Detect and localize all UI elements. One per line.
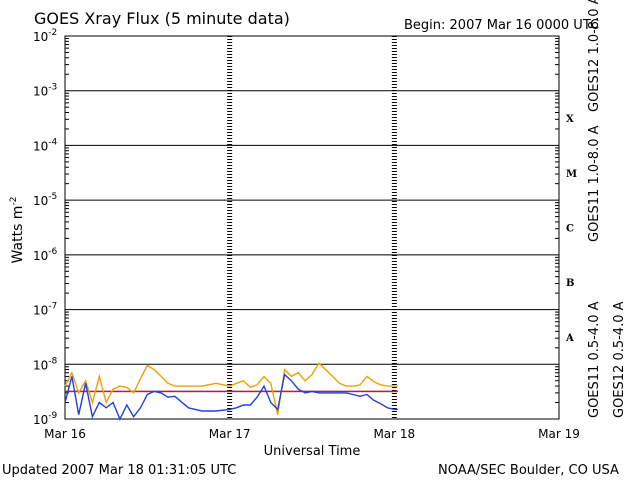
flare-class-a: A — [565, 333, 574, 344]
flare-class-labels: X M C B A — [565, 114, 577, 344]
legend-goes11-long: GOES11 1.0-8.0 A — [587, 125, 602, 242]
x-tick-label: Mar 17 — [209, 427, 251, 441]
legend-goes11-short: GOES11 0.5-4.0 A — [587, 301, 602, 418]
x-tick-label: Mar 19 — [538, 427, 580, 441]
y-tick-label: 10-9 — [33, 411, 58, 427]
x-tick-labels: Mar 16 Mar 17 Mar 18 Mar 19 — [44, 427, 580, 441]
series-goes11-0-5-4-0-a — [64, 361, 398, 415]
legend-goes12-short: GOES12 0.5-4.0 A — [612, 301, 627, 418]
y-axis-label-text: Watts m — [10, 206, 26, 264]
legend-long: GOES11 1.0-8.0 A GOES12 1.0-8.0 A — [587, 0, 602, 242]
y-tick-label: 10-2 — [33, 28, 57, 44]
x-axis-label: Universal Time — [264, 444, 361, 459]
flare-class-c: C — [566, 224, 574, 235]
x-tick-label: Mar 16 — [44, 427, 86, 441]
data-series — [64, 361, 398, 421]
updated-time: Updated 2007 Mar 18 01:31:05 UTC — [2, 463, 236, 478]
credit: NOAA/SEC Boulder, CO USA — [438, 463, 619, 478]
flare-class-m: M — [566, 169, 577, 180]
y-axis-label-exp: -2 — [9, 197, 19, 206]
y-tick-label: 10-6 — [33, 247, 58, 263]
y-tick-labels: 10-2 10-3 10-4 10-5 10-6 10-7 10-8 10-9 — [33, 28, 58, 427]
y-tick-label: 10-4 — [33, 137, 58, 153]
x-tick-label: Mar 18 — [373, 427, 415, 441]
legend-goes12-long: GOES12 1.0-8.0 A — [587, 0, 602, 112]
y-tick-label: 10-7 — [33, 302, 57, 318]
begin-time: Begin: 2007 Mar 16 0000 UTC — [404, 18, 599, 33]
y-tick-label: 10-3 — [33, 83, 57, 99]
grid — [65, 36, 559, 419]
y-tick-label: 10-5 — [33, 192, 57, 208]
y-tick-label: 10-8 — [33, 356, 58, 372]
flare-class-b: B — [566, 278, 574, 289]
flare-class-x: X — [566, 114, 574, 125]
plot-frame — [64, 35, 560, 420]
chart-title: GOES Xray Flux (5 minute data) — [34, 9, 290, 28]
series-goes12-0-5-4-0-a — [64, 373, 398, 421]
legend-short: GOES11 0.5-4.0 A GOES12 0.5-4.0 A — [587, 301, 627, 418]
y-axis-label-group: Watts m-2 — [9, 197, 26, 264]
y-axis-label: Watts m-2 — [9, 197, 26, 264]
